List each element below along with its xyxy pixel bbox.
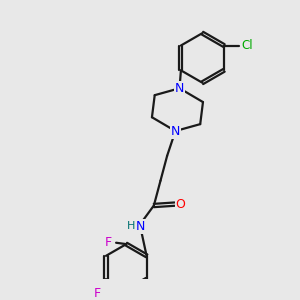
Text: O: O xyxy=(176,198,186,211)
Text: N: N xyxy=(171,124,180,137)
Text: F: F xyxy=(104,236,111,249)
Text: N: N xyxy=(136,220,146,233)
Text: F: F xyxy=(94,286,101,300)
Text: H: H xyxy=(127,221,135,231)
Text: Cl: Cl xyxy=(242,39,253,52)
Text: N: N xyxy=(175,82,184,95)
